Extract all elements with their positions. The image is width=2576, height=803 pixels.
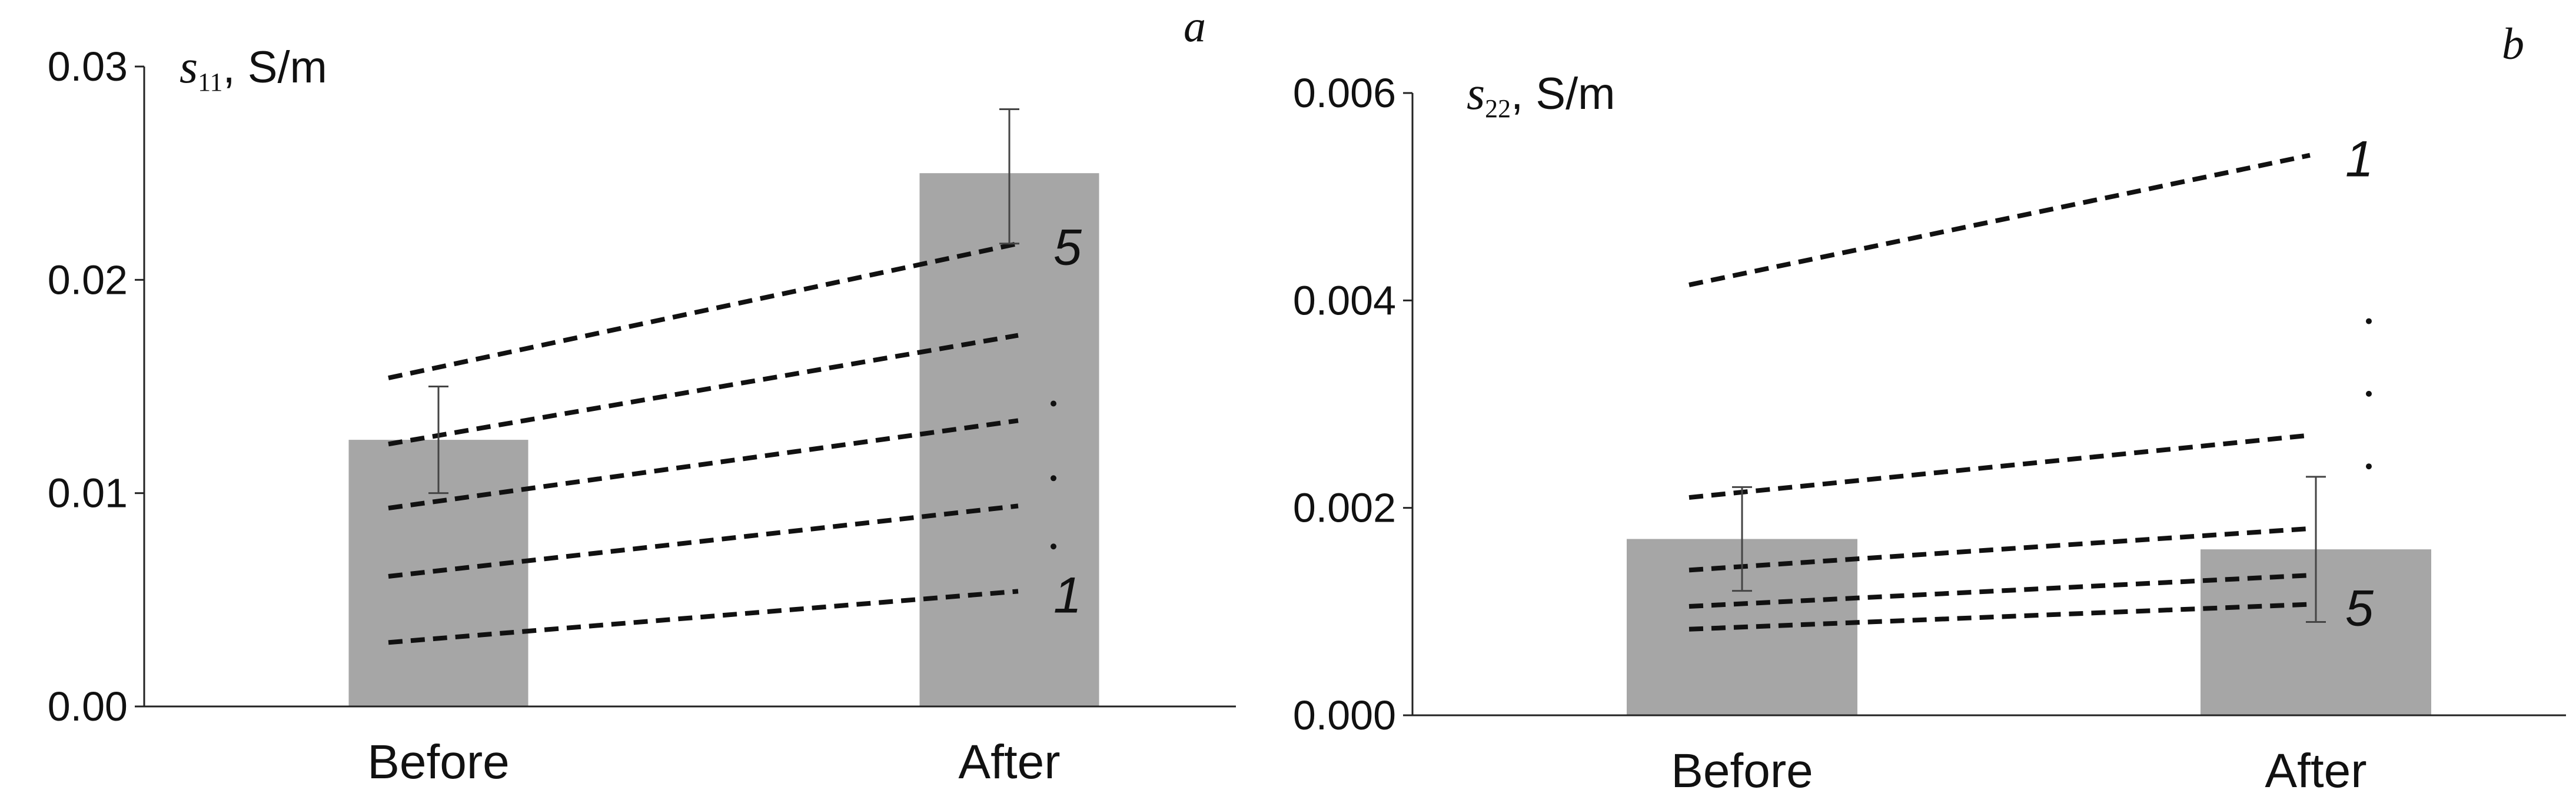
ellipsis-dot bbox=[1051, 475, 1056, 482]
ellipsis-dot bbox=[2366, 463, 2372, 470]
y-tick-label: 0.006 bbox=[1293, 70, 1396, 116]
y-tick-label: 0.01 bbox=[48, 470, 128, 516]
x-category-label: Before bbox=[1671, 744, 1813, 798]
series-line-label: 5 bbox=[1053, 220, 1082, 276]
chart-panel-b: 0.000 0.002 0.004 0.006 Before After 1 5 s22, S/… bbox=[1293, 19, 2566, 798]
panel-letter: b bbox=[2502, 19, 2524, 69]
ellipsis-dot bbox=[1051, 400, 1056, 407]
dashed-series-line bbox=[388, 503, 1019, 579]
dashed-series-line bbox=[388, 589, 1019, 645]
y-tick-label: 0.00 bbox=[48, 683, 128, 729]
y-tick-label: 0.002 bbox=[1293, 485, 1396, 531]
ellipsis-dot bbox=[2366, 390, 2372, 397]
dashed-series-line bbox=[1688, 433, 2311, 500]
chart-panel-a: 0.00 0.01 0.02 0.03 Before After 5 1 s11, S/m a bbox=[48, 2, 1236, 789]
dashed-series-line bbox=[388, 241, 1019, 380]
x-category-label: After bbox=[958, 735, 1060, 789]
x-category-label: After bbox=[2265, 744, 2366, 798]
x-category-label: Before bbox=[367, 735, 510, 789]
y-tick-label: 0.004 bbox=[1293, 277, 1396, 323]
bar-after bbox=[919, 173, 1099, 707]
dashed-series-line bbox=[1688, 152, 2311, 287]
dashed-series-line bbox=[388, 418, 1019, 510]
series-line-label: 5 bbox=[2345, 580, 2374, 637]
series-line-label: 1 bbox=[2345, 131, 2374, 188]
y-tick-label: 0.000 bbox=[1293, 692, 1396, 738]
panel-letter: a bbox=[1184, 2, 1206, 51]
dashed-series-line bbox=[1688, 602, 2311, 632]
ellipsis-dot bbox=[2366, 318, 2372, 324]
ellipsis-dot bbox=[1051, 543, 1056, 550]
y-axis-label: s11, S/m bbox=[180, 41, 327, 97]
dashed-series-line bbox=[1688, 526, 2311, 573]
y-tick-label: 0.02 bbox=[48, 257, 128, 303]
dashed-series-line bbox=[388, 333, 1019, 447]
y-axis-label: s22, S/m bbox=[1467, 68, 1616, 123]
series-line-label: 1 bbox=[1053, 567, 1082, 623]
dashed-series-line bbox=[1688, 573, 2311, 609]
y-tick-label: 0.03 bbox=[48, 44, 128, 89]
